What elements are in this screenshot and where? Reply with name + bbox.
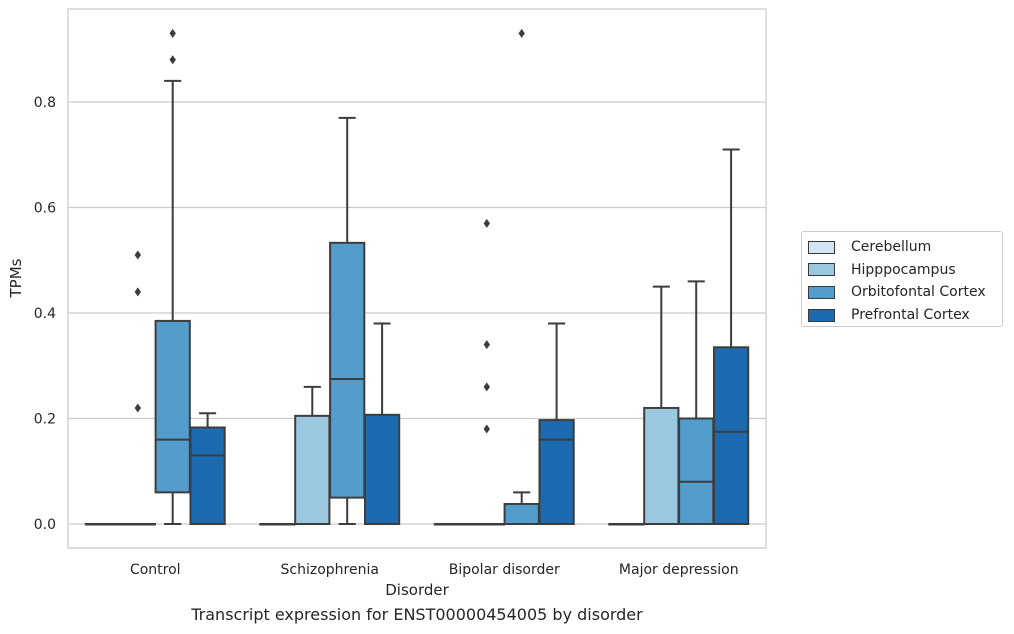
box bbox=[712, 346, 750, 525]
outlier-point bbox=[134, 403, 141, 413]
box bbox=[329, 241, 366, 499]
outlier-point bbox=[169, 28, 176, 38]
legend-swatch bbox=[808, 240, 835, 254]
box bbox=[363, 413, 401, 525]
outlier-point bbox=[134, 250, 141, 260]
outlier-point bbox=[134, 287, 141, 297]
plot-area bbox=[67, 8, 767, 549]
x-tick-label: Bipolar disorder bbox=[449, 562, 560, 578]
y-tick-label: 0.0 bbox=[34, 517, 56, 533]
legend-item: Orbitofontal Cortex bbox=[808, 281, 1002, 304]
y-axis-ticks: 0.0 0.2 0.4 0.6 0.8 bbox=[34, 95, 56, 533]
box bbox=[294, 414, 331, 525]
outlier-point bbox=[518, 28, 525, 38]
outlier-point bbox=[169, 55, 176, 65]
legend-item: Hipppocampus bbox=[808, 259, 1002, 282]
chart-title: Transcript expression for ENST0000045400… bbox=[191, 605, 643, 624]
legend-label: Cerebellum bbox=[851, 239, 932, 256]
y-axis-label: TPMs bbox=[7, 258, 25, 298]
legend-label: Prefrontal Cortex bbox=[851, 307, 970, 324]
box bbox=[643, 406, 680, 526]
y-tick-label: 0.6 bbox=[34, 201, 56, 217]
legend: Cerebellum Hipppocampus Orbitofontal Corte… bbox=[801, 231, 1003, 327]
outlier-point bbox=[483, 382, 490, 392]
outlier-point bbox=[483, 340, 490, 350]
legend-item: Cerebellum bbox=[808, 236, 1002, 259]
legend-swatch bbox=[808, 308, 835, 322]
y-tick-label: 0.8 bbox=[34, 95, 56, 111]
legend-item: Prefrontal Cortex bbox=[808, 304, 1002, 327]
box bbox=[678, 417, 715, 525]
x-tick-label: Control bbox=[130, 562, 181, 578]
x-axis-ticks: Control Schizophrenia Bipolar disorder Majo… bbox=[130, 562, 739, 578]
y-tick-label: 0.2 bbox=[34, 412, 56, 428]
legend-label: Hipppocampus bbox=[851, 261, 956, 278]
legend-label: Orbitofontal Cortex bbox=[851, 284, 986, 301]
x-tick-label: Major depression bbox=[619, 562, 739, 578]
box bbox=[189, 426, 226, 525]
box-plots bbox=[84, 28, 750, 526]
box bbox=[538, 419, 575, 525]
box bbox=[503, 502, 540, 525]
legend-swatch bbox=[808, 285, 835, 299]
y-tick-label: 0.4 bbox=[34, 306, 56, 322]
x-tick-label: Schizophrenia bbox=[281, 562, 379, 578]
box bbox=[154, 319, 191, 494]
x-axis-label: Disorder bbox=[385, 581, 449, 599]
legend-swatch bbox=[808, 263, 835, 277]
outlier-point bbox=[483, 424, 490, 434]
outlier-point bbox=[483, 218, 490, 228]
